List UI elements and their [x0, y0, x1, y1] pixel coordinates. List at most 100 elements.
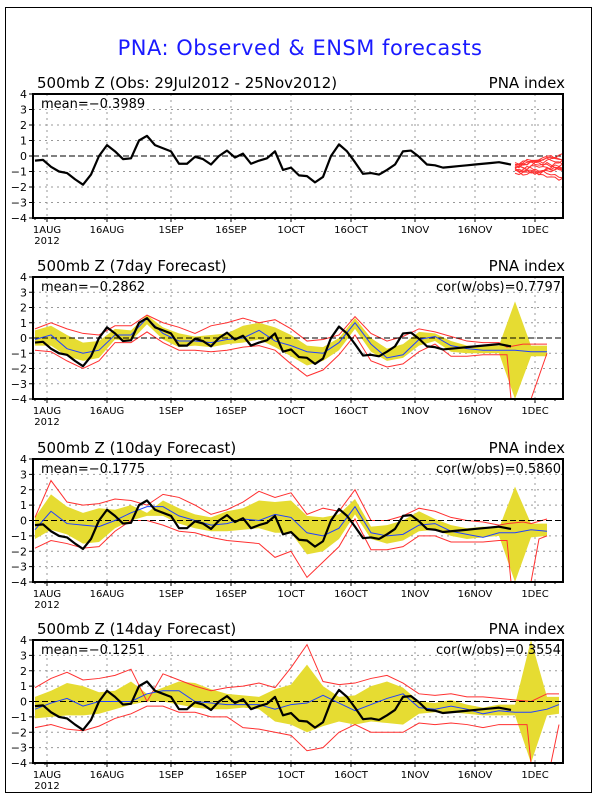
xtick-label: 16AUG	[90, 770, 125, 781]
panel-4	[29, 639, 564, 767]
ytick-label: 3	[20, 286, 27, 299]
xtick-label: 16NOV	[458, 225, 493, 236]
xtick-label: 1NOV	[401, 225, 430, 236]
xtick-label: 16NOV	[458, 589, 493, 600]
xtick-label: 1DEC	[521, 225, 548, 236]
xtick-label: 1AUG	[33, 406, 61, 417]
xtick-label: 1NOV	[401, 770, 430, 781]
xtick-label: 16SEP	[215, 406, 246, 417]
xtick-label: 1SEP	[158, 225, 183, 236]
ytick-label: −3	[11, 742, 27, 755]
xtick-label: 16OCT	[334, 589, 369, 600]
ytick-label: 4	[20, 271, 27, 284]
ytick-label: 0	[20, 332, 27, 345]
ytick-label: 0	[20, 150, 27, 163]
ensemble-mean-line	[34, 690, 560, 715]
xtick-label: 16SEP	[215, 589, 246, 600]
ytick-label: 1	[20, 680, 27, 693]
figure-frame	[5, 7, 592, 793]
xtick-sublabel: 2012	[34, 781, 59, 792]
observed-line	[34, 317, 512, 368]
panel-2	[29, 276, 564, 403]
ytick-label: −4	[11, 212, 27, 225]
xtick-label: 1DEC	[521, 406, 548, 417]
xtick-label: 1OCT	[277, 225, 305, 236]
ensemble-member-line	[514, 165, 563, 181]
xtick-label: 1SEP	[158, 406, 183, 417]
xtick-label: 16OCT	[334, 770, 369, 781]
ytick-label: 3	[20, 649, 27, 662]
ytick-label: 3	[20, 104, 27, 117]
panel-right-title: PNA index	[489, 620, 565, 638]
ytick-label: −1	[11, 530, 27, 543]
ytick-label: 2	[20, 484, 27, 497]
ytick-label: 1	[20, 317, 27, 330]
xtick-label: 1NOV	[401, 589, 430, 600]
ytick-label: −3	[11, 197, 27, 210]
panel-right-title: PNA index	[489, 257, 565, 275]
ytick-label: −3	[11, 561, 27, 574]
xtick-label: 16OCT	[334, 225, 369, 236]
xtick-label: 1OCT	[277, 406, 305, 417]
ytick-label: 4	[20, 453, 27, 466]
ensemble-member-line	[514, 153, 563, 166]
ytick-label: 1	[20, 135, 27, 148]
ytick-label: 2	[20, 119, 27, 132]
correlation-label: cor(w/obs)=0.3554	[436, 643, 561, 658]
ensemble-member-line	[514, 157, 563, 165]
ytick-label: −2	[11, 545, 27, 558]
xtick-label: 1AUG	[33, 770, 61, 781]
panel-title: 500mb Z (Obs: 29Jul2012 - 25Nov2012)	[37, 74, 337, 92]
xtick-label: 16NOV	[458, 406, 493, 417]
ytick-label: −4	[11, 393, 27, 406]
ytick-label: −2	[11, 181, 27, 194]
plot-frame	[32, 639, 564, 764]
plot-frame	[32, 93, 564, 219]
mean-label: mean=−0.1251	[41, 643, 145, 658]
mean-label: mean=−0.1775	[41, 462, 145, 477]
panel-3	[29, 458, 564, 586]
panel-title: 500mb Z (7day Forecast)	[37, 257, 227, 275]
xtick-sublabel: 2012	[34, 417, 59, 428]
ensemble-member-line	[514, 160, 563, 172]
xtick-label: 16OCT	[334, 406, 369, 417]
xtick-label: 16AUG	[90, 406, 125, 417]
ensemble-min-line	[34, 705, 560, 763]
xtick-label: 16AUG	[90, 589, 125, 600]
xtick-label: 1OCT	[277, 589, 305, 600]
ensemble-max-line	[34, 314, 547, 348]
ytick-label: 1	[20, 499, 27, 512]
plot-area	[33, 479, 563, 582]
xtick-sublabel: 2012	[34, 236, 59, 247]
plot-frame	[32, 276, 564, 400]
ensemble-member-line	[514, 163, 563, 174]
correlation-label: cor(w/obs)=0.7797	[436, 280, 561, 295]
ensemble-max-line	[34, 643, 559, 703]
ytick-label: 4	[20, 88, 27, 101]
xtick-label: 16SEP	[215, 225, 246, 236]
ytick-label: 2	[20, 302, 27, 315]
xtick-label: 1DEC	[521, 770, 548, 781]
mean-label: mean=−0.2862	[41, 280, 145, 295]
ytick-label: −2	[11, 726, 27, 739]
observed-line	[34, 499, 512, 551]
correlation-label: cor(w/obs)=0.5860	[436, 462, 561, 477]
xtick-label: 16SEP	[215, 770, 246, 781]
xtick-label: 1AUG	[33, 225, 61, 236]
ensemble-max-line	[34, 479, 548, 526]
ytick-label: 0	[20, 515, 27, 528]
plot-area	[33, 301, 563, 399]
ytick-label: −2	[11, 363, 27, 376]
ensemble-member-line	[514, 168, 563, 179]
ytick-label: −1	[11, 711, 27, 724]
xtick-label: 1SEP	[158, 770, 183, 781]
ensemble-min-line	[34, 331, 548, 399]
xtick-label: 16NOV	[458, 770, 493, 781]
xtick-label: 1SEP	[158, 589, 183, 600]
ytick-label: −3	[11, 378, 27, 391]
ytick-label: 0	[20, 696, 27, 709]
ytick-label: −4	[11, 757, 27, 770]
xtick-label: 1AUG	[33, 589, 61, 600]
xtick-label: 1OCT	[277, 770, 305, 781]
